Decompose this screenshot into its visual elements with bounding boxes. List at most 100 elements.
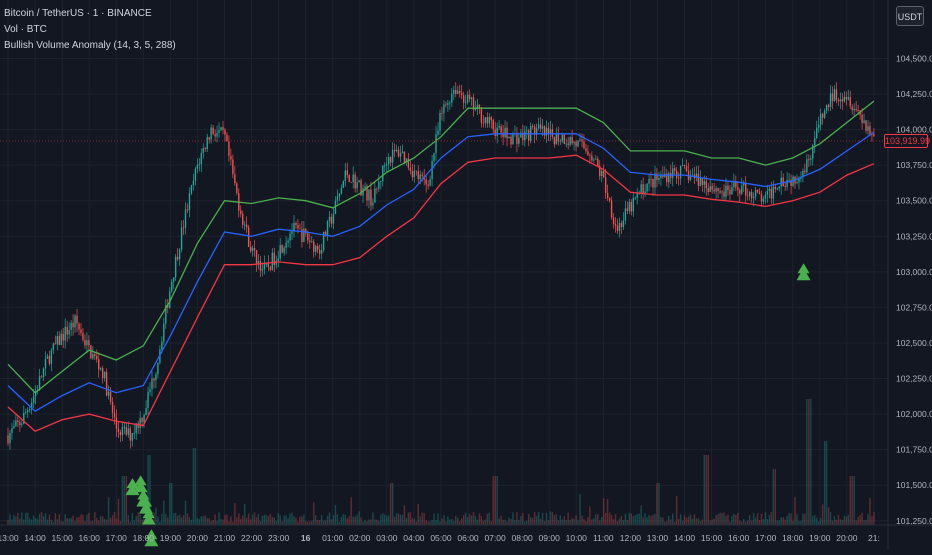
volume-bar — [563, 516, 565, 525]
candle-body — [338, 193, 341, 197]
candle-body — [417, 171, 419, 180]
candle-body — [330, 216, 333, 224]
volume-bar — [673, 521, 676, 525]
candle-body — [94, 354, 96, 357]
x-tick-label: 21:00 — [214, 533, 236, 543]
candle-body — [705, 180, 707, 189]
x-tick-label: 09:00 — [539, 533, 561, 543]
volume-bar — [232, 521, 234, 525]
volume-bar — [261, 515, 264, 525]
volume-bar — [520, 516, 522, 525]
candle-body — [153, 378, 155, 381]
candle-body — [119, 431, 122, 436]
x-tick-label: 04:00 — [403, 533, 425, 543]
volume-bar — [376, 519, 378, 525]
volume-bar — [638, 513, 640, 525]
volume-bar — [161, 513, 163, 525]
candle-body — [232, 159, 234, 175]
candle-body — [614, 224, 617, 226]
volume-bar — [709, 520, 711, 525]
candle-body — [311, 241, 313, 243]
volume-bar — [677, 518, 680, 525]
volume-bar — [530, 517, 532, 525]
candle-body — [739, 190, 741, 194]
volume-bar — [462, 515, 465, 525]
candle-body — [821, 113, 824, 118]
volume-bar — [687, 516, 690, 525]
candle-body — [46, 356, 49, 359]
volume-bar — [409, 512, 412, 525]
candle-body — [814, 138, 816, 146]
volume-bar — [451, 518, 453, 525]
candle-body — [634, 197, 636, 199]
candle-body — [401, 151, 404, 154]
chart-legend: Bitcoin / TetherUS · 1 · BINANCE Vol · B… — [4, 6, 176, 54]
candle-body — [571, 137, 573, 144]
candle-body — [172, 277, 175, 282]
candle-body — [873, 134, 875, 137]
volume-bar — [636, 514, 638, 525]
volume-bar — [342, 514, 345, 525]
volume-bar — [587, 517, 589, 525]
volume-bar — [733, 513, 735, 525]
candle-body — [668, 173, 670, 183]
volume-bar — [259, 521, 262, 525]
candle-body — [754, 189, 757, 198]
volume-bar — [159, 521, 161, 525]
candle-body — [192, 180, 195, 186]
candle-body — [204, 148, 206, 150]
candle-body — [812, 145, 814, 159]
volume-bar — [595, 514, 597, 525]
symbol-title[interactable]: Bitcoin / TetherUS · 1 · BINANCE — [4, 8, 152, 19]
volume-bar — [727, 514, 729, 525]
candle-body — [384, 165, 386, 167]
x-tick-label: 06:00 — [457, 533, 479, 543]
candle-body — [855, 108, 857, 111]
volume-bar — [293, 516, 295, 525]
volume-bar — [772, 469, 775, 525]
candle-body — [92, 354, 94, 359]
candle-body — [72, 322, 74, 328]
candle-body — [697, 173, 700, 186]
currency-unit-button[interactable]: USDT — [896, 6, 924, 26]
volume-bar — [551, 512, 554, 525]
candle-body — [28, 409, 31, 411]
volume-bar — [411, 518, 414, 525]
candle-body — [626, 208, 629, 211]
candle-body — [758, 192, 761, 195]
candle-body — [837, 99, 840, 102]
x-tick-label: 03:00 — [376, 533, 398, 543]
volume-bar — [543, 521, 546, 525]
volume-bar — [399, 514, 402, 525]
candle-body — [482, 122, 485, 124]
volume-bar — [812, 516, 814, 525]
volume-bar — [725, 515, 727, 525]
y-tick-label: 104,250.00 — [896, 89, 932, 99]
candle-body — [839, 99, 842, 102]
candle-body — [358, 180, 360, 183]
x-tick-label: 18:00 — [782, 533, 804, 543]
bullish-volume-indicator-label[interactable]: Bullish Volume Anomaly (14, 3, 5, 288) — [4, 40, 176, 51]
volume-bar — [234, 503, 236, 525]
volume-bar — [172, 513, 175, 525]
volume-bar — [68, 518, 70, 525]
volume-bar — [384, 514, 386, 525]
candle-body — [395, 149, 398, 152]
y-tick-label: 102,250.00 — [896, 374, 932, 384]
candle-body — [437, 130, 439, 135]
candle-body — [253, 248, 256, 251]
volume-bar — [478, 513, 481, 525]
candle-body — [735, 181, 737, 188]
candle-body — [169, 291, 171, 308]
candle-body — [352, 174, 354, 183]
candle-body — [409, 167, 412, 171]
volume-bar — [571, 517, 573, 525]
candle-body — [224, 129, 226, 135]
volume-bar — [792, 520, 794, 525]
candle-body — [271, 252, 274, 270]
volume-indicator-label[interactable]: Vol · BTC — [4, 24, 47, 35]
volume-bar — [358, 511, 360, 525]
candle-body — [139, 417, 141, 428]
